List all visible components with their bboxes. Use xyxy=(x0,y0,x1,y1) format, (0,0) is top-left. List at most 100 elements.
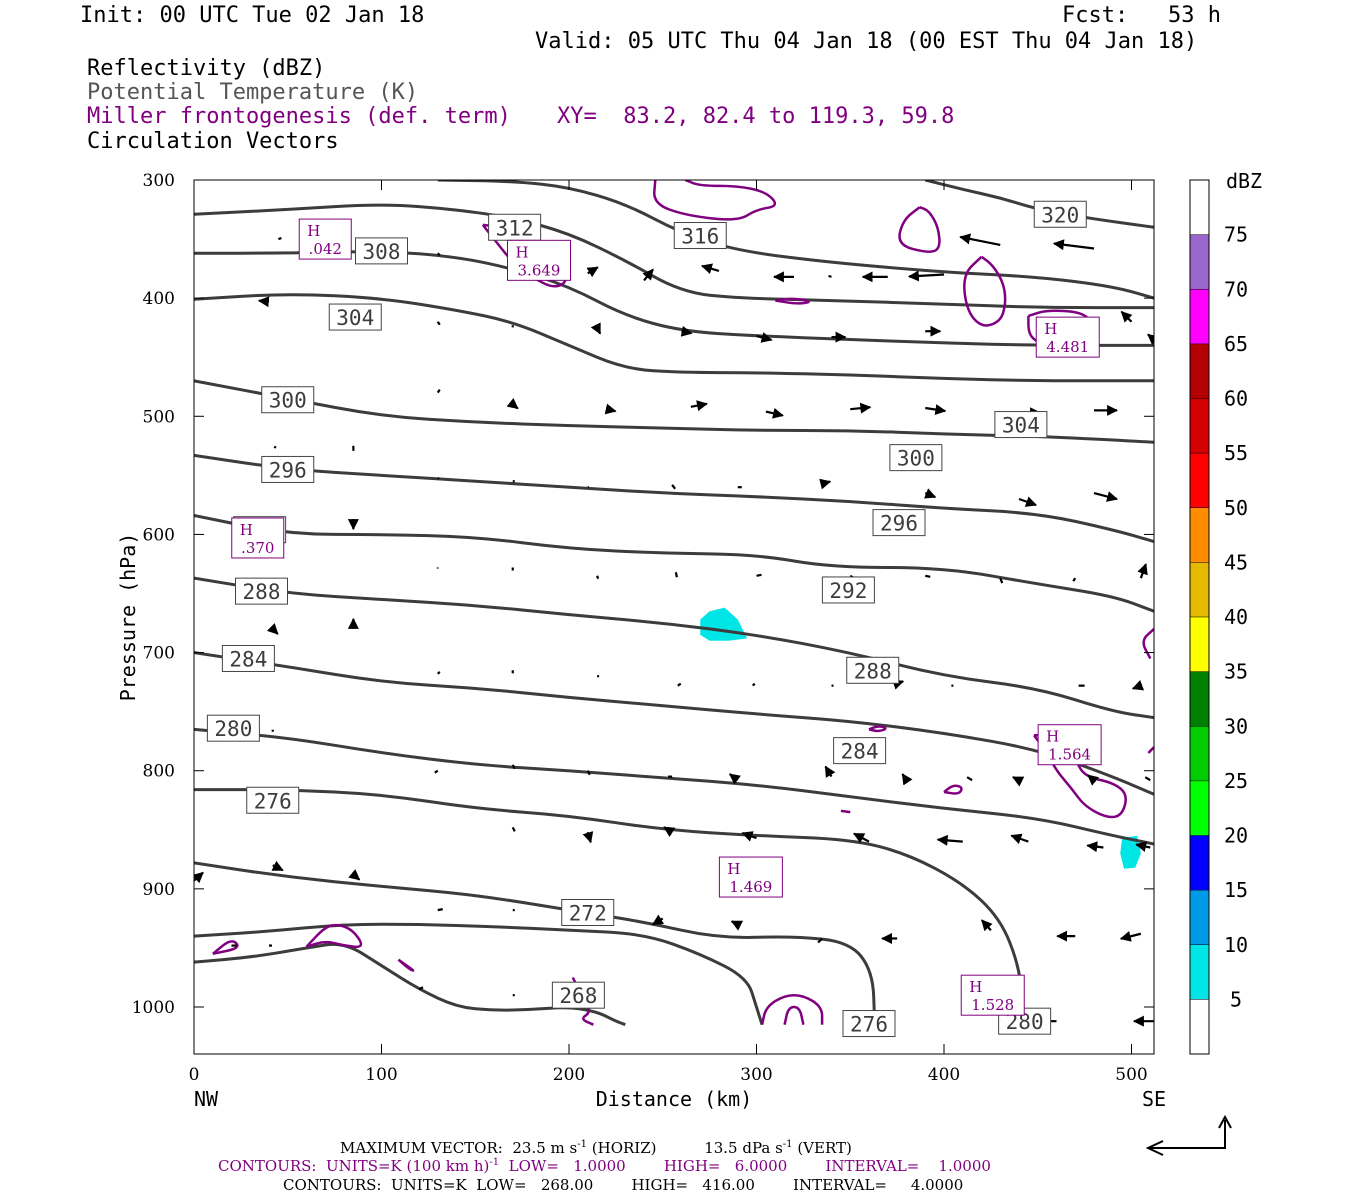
theta-label-box xyxy=(846,656,900,684)
theta-contour-284 xyxy=(194,727,1154,846)
x-tick-label: 400 xyxy=(928,1065,960,1085)
max-vector-horiz-tail: (HORIZ) xyxy=(587,1139,657,1157)
theta-label-text: 312 xyxy=(496,216,534,240)
plot-frame xyxy=(193,179,1155,1055)
circulation-vector xyxy=(436,321,441,326)
fronto-contour-10 xyxy=(305,923,363,949)
theta-label-312: 312 xyxy=(488,213,542,241)
circulation-vector xyxy=(1087,774,1100,786)
circulation-vector xyxy=(1010,833,1029,845)
x-axis-title: Distance (km) xyxy=(596,1087,753,1111)
circulation-vector xyxy=(590,322,602,335)
fronto-contour-18 xyxy=(840,809,851,814)
circulation-vector xyxy=(966,776,973,782)
colorbar-swatch-12 xyxy=(1190,343,1209,399)
fronto-maximum-3: H.370 xyxy=(231,517,285,559)
colorbar-level-label: 70 xyxy=(1224,277,1248,301)
theta-label-box xyxy=(551,981,605,1009)
field-reflectivity: Reflectivity (dBZ) xyxy=(87,56,326,81)
theta-label-box xyxy=(561,898,615,926)
circulation-vector xyxy=(257,296,270,308)
field-vectors: Circulation Vectors xyxy=(87,129,339,154)
fronto-contour-units: CONTOURS: UNITS=K (100 km h) xyxy=(218,1157,490,1175)
max-vector-horiz: 23.5 m s xyxy=(512,1139,578,1157)
colorbar-swatch-6 xyxy=(1190,671,1209,727)
fronto-contour-14 xyxy=(943,784,963,795)
circulation-vector xyxy=(850,402,872,414)
fronto-maximum-box xyxy=(298,218,352,260)
fronto-contour-13 xyxy=(868,725,887,733)
circulation-vector xyxy=(1119,931,1142,942)
circulation-vector xyxy=(1131,680,1145,691)
circulation-vector xyxy=(194,871,204,884)
colorbar-swatch-13 xyxy=(1190,289,1209,344)
theta-label-288: 288 xyxy=(846,656,900,684)
fronto-maximum-box xyxy=(231,517,285,559)
circulation-vector xyxy=(436,476,440,480)
theta-label-316: 316 xyxy=(673,222,727,250)
circulation-vector xyxy=(1052,239,1095,251)
fronto-maximum-value: 3.649 xyxy=(518,261,561,279)
axes-layer: 0 100 200 300 400 500 300 400 500 600 700 800 900 100… xyxy=(132,171,1154,1085)
theta-label-text: 296 xyxy=(880,512,918,536)
circulation-vector xyxy=(586,266,599,278)
theta-label-292: 292 xyxy=(821,576,875,604)
circulation-vector xyxy=(824,765,836,778)
theta-contour-268 xyxy=(194,942,626,1027)
circulation-vector xyxy=(511,764,516,770)
circulation-vector xyxy=(1144,776,1151,782)
circulation-vector xyxy=(1093,491,1119,502)
y-tick-label: 1000 xyxy=(132,998,175,1018)
circulation-vector xyxy=(1072,577,1077,582)
theta-label-text: 296 xyxy=(269,458,307,482)
circulation-vector xyxy=(582,831,594,844)
fronto-maximum-5: H1.469 xyxy=(718,856,783,898)
theta-label-text: 292 xyxy=(829,579,867,603)
fronto-maximum-box xyxy=(1035,316,1100,358)
circulation-vector xyxy=(999,577,1004,584)
circulation-vector xyxy=(436,389,441,394)
fronto-maximum-value: 4.481 xyxy=(1046,338,1089,356)
max-vector-horiz-exp: -1 xyxy=(577,1139,587,1150)
circulation-vector xyxy=(663,826,676,838)
y-tick-label: 500 xyxy=(143,407,175,427)
circulation-vector xyxy=(674,572,678,578)
colorbar-level-label: 75 xyxy=(1224,223,1248,247)
theta-label-box xyxy=(235,577,288,605)
theta-label-box xyxy=(889,444,943,472)
circulation-vector xyxy=(278,237,282,241)
theta-label-268: 268 xyxy=(551,981,605,1009)
theta-label-box xyxy=(328,303,382,331)
y-tick-label: 900 xyxy=(143,880,175,900)
colorbar-swatch-8 xyxy=(1190,562,1209,617)
circulation-vector xyxy=(907,270,945,282)
theta-label-text: 300 xyxy=(269,389,307,413)
forecast-hour: Fcst: 53 h xyxy=(1062,3,1221,28)
max-vector-vert-tail: (VERT) xyxy=(792,1139,852,1157)
theta-label-300: 300 xyxy=(889,444,943,472)
fronto-maximum-0: H.042 xyxy=(298,218,352,260)
x-tick-label: 100 xyxy=(365,1065,397,1085)
max-vector-vert-exp: -1 xyxy=(782,1139,793,1150)
valid-time: Valid: 05 UTC Thu 04 Jan 18 (00 EST Thu … xyxy=(535,29,1198,54)
y-tick-label: 600 xyxy=(143,525,175,545)
theta-label-280: 280 xyxy=(206,714,260,742)
circulation-vector xyxy=(751,682,756,687)
theta-label-text: 268 xyxy=(559,984,597,1008)
circulation-vector xyxy=(981,919,993,932)
theta-label-320: 320 xyxy=(1033,200,1087,228)
circulation-vector xyxy=(1018,496,1038,507)
theta-label-box xyxy=(488,213,542,241)
circulation-vector xyxy=(1135,841,1151,852)
theta-label-box xyxy=(833,737,887,765)
x-tick-label: 200 xyxy=(553,1065,585,1085)
fronto-contour-9 xyxy=(783,1005,805,1025)
theta-label-box xyxy=(994,411,1048,439)
y-axis-title: Pressure (hPa) xyxy=(116,533,140,702)
circulation-vector xyxy=(596,575,600,580)
colorbar-level-label: 25 xyxy=(1224,769,1248,793)
theta-label-272: 272 xyxy=(561,898,615,926)
fronto-maximum-1: H3.649 xyxy=(507,239,571,281)
